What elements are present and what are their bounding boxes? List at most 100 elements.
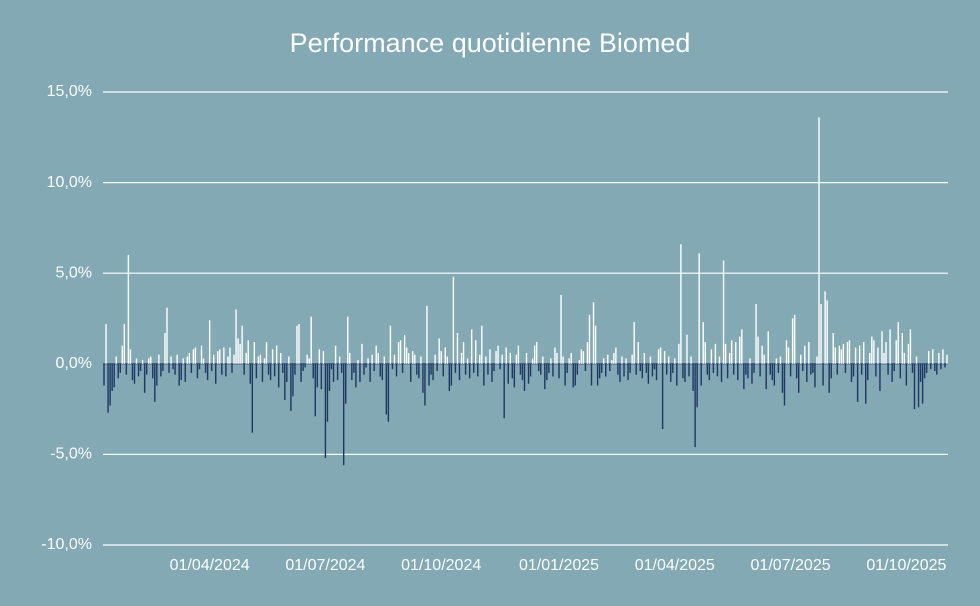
bar (241, 325, 243, 364)
bar (544, 363, 546, 390)
bar (261, 363, 264, 382)
bar (318, 349, 321, 364)
bar (440, 351, 442, 364)
bar (123, 323, 126, 364)
bar (513, 363, 516, 388)
bar (637, 342, 639, 364)
bar (312, 363, 314, 379)
bar (501, 354, 503, 364)
bar (235, 309, 237, 364)
bar (645, 363, 648, 373)
bar (523, 363, 526, 391)
bar (481, 325, 483, 364)
bar (160, 363, 162, 377)
bar (891, 363, 893, 382)
bar (757, 336, 759, 364)
bar (237, 338, 239, 364)
bar (432, 363, 434, 381)
bar (743, 363, 745, 390)
bar (113, 363, 115, 388)
bar (653, 363, 656, 370)
bar (785, 340, 788, 364)
bar (940, 363, 942, 370)
bar (265, 342, 268, 364)
bar (663, 351, 666, 364)
bar (923, 363, 926, 379)
bar (895, 340, 897, 364)
bar (934, 363, 936, 372)
bar (657, 349, 660, 364)
bar (771, 363, 774, 381)
bar (446, 356, 449, 364)
bar (507, 363, 509, 384)
bar (127, 255, 130, 364)
bar (180, 363, 182, 381)
bar (871, 336, 873, 364)
bar (913, 363, 916, 410)
bar (793, 314, 796, 364)
bar (363, 363, 365, 375)
x-tick-label: 01/07/2025 (751, 557, 831, 574)
bar (407, 352, 410, 364)
bar (322, 351, 325, 364)
bar (609, 363, 611, 372)
bar (901, 332, 904, 364)
bar (147, 358, 150, 364)
bar (566, 363, 568, 373)
bar (858, 345, 861, 364)
bar (869, 352, 871, 364)
bar (292, 363, 294, 397)
bar (690, 356, 692, 364)
bar (822, 363, 824, 386)
bar (273, 363, 276, 377)
bar (820, 304, 822, 364)
bar (856, 363, 859, 402)
bar (649, 356, 652, 364)
bar (915, 356, 918, 364)
bar (540, 363, 542, 375)
bar (946, 354, 948, 364)
bar (391, 363, 394, 370)
bar (462, 342, 465, 364)
bar (158, 354, 160, 364)
bar (371, 354, 373, 364)
bar (726, 363, 729, 379)
bar (483, 363, 485, 386)
bar (174, 363, 176, 375)
bar (249, 363, 251, 384)
bar (517, 345, 520, 364)
y-tick-label: 5,0% (56, 264, 92, 281)
bar (667, 356, 670, 364)
bar (930, 363, 932, 370)
bar (800, 354, 802, 364)
bar (706, 363, 709, 375)
bar (631, 354, 633, 364)
bar (340, 363, 343, 373)
bar (485, 356, 487, 364)
bar (674, 358, 676, 364)
bar (310, 316, 312, 364)
bar (456, 332, 459, 364)
bar (582, 351, 585, 364)
bar (410, 363, 412, 382)
bar (844, 363, 847, 373)
bar (196, 363, 199, 379)
bar (383, 356, 386, 364)
bar (639, 363, 641, 372)
bar (434, 354, 436, 364)
bar (877, 347, 879, 364)
bar (625, 358, 627, 364)
bar (426, 305, 428, 364)
bar (225, 363, 227, 377)
bar (401, 363, 404, 373)
bar (361, 343, 363, 364)
bar (535, 342, 538, 364)
bar (919, 363, 922, 382)
bar (773, 363, 776, 386)
bar (702, 322, 704, 364)
bar (732, 363, 735, 375)
bar (590, 363, 593, 386)
bar (682, 363, 684, 379)
